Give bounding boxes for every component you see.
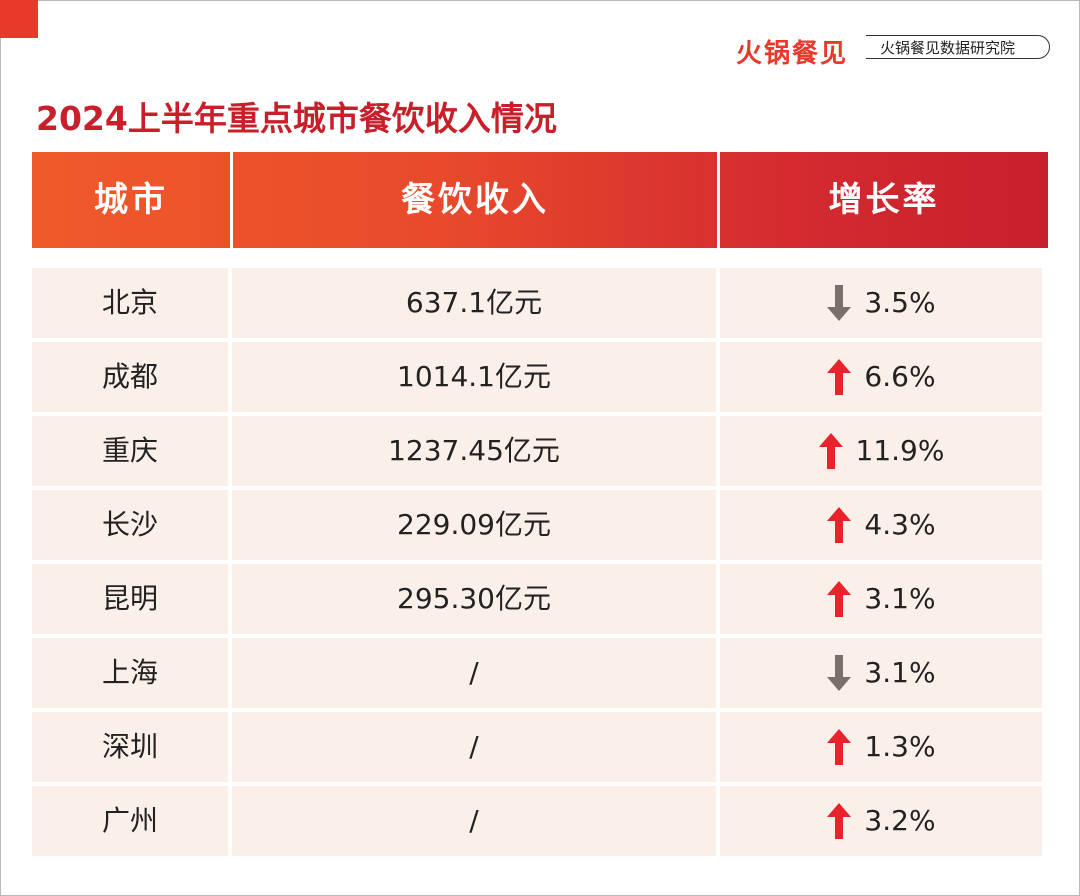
growth-rate-wrap: 11.9% [818,416,945,486]
city-cell: 长沙 [32,490,228,560]
institute-label: 火锅餐见数据研究院 [866,35,1050,59]
arrow-up-icon [818,433,843,469]
revenue-cell: / [232,638,716,708]
growth-rate-cell: 6.6% [720,342,1042,412]
header-revenue: 餐饮收入 [401,180,549,220]
city-cell: 北京 [32,268,228,338]
revenue-cell: / [232,786,716,856]
growth-rate-value: 3.5% [864,286,936,319]
arrow-up-icon [827,507,852,543]
corner-accent [0,0,38,38]
header-divider [717,152,720,248]
growth-rate-cell: 3.5% [720,268,1042,338]
growth-rate-value: 6.6% [864,360,936,393]
city-cell: 成都 [32,342,228,412]
table-row: 重庆 1237.45亿元 11.9% [32,416,1042,486]
growth-rate-value: 3.1% [864,656,936,689]
growth-rate-value: 4.3% [864,508,936,541]
arrow-down-icon [827,285,852,321]
revenue-cell: 1237.45亿元 [232,416,716,486]
growth-rate-cell: 3.2% [720,786,1042,856]
growth-rate-wrap: 3.5% [826,268,936,338]
revenue-cell: / [232,712,716,782]
growth-rate-value: 1.3% [864,730,936,763]
table-row: 昆明 295.30亿元 3.1% [32,564,1042,634]
revenue-cell: 229.09亿元 [232,490,716,560]
page-title: 2024上半年重点城市餐饮收入情况 [36,99,557,138]
growth-rate-wrap: 6.6% [826,342,936,412]
city-cell: 重庆 [32,416,228,486]
arrow-down-icon [827,655,852,691]
revenue-cell: 637.1亿元 [232,268,716,338]
header-city: 城市 [94,180,168,220]
arrow-up-icon [827,803,852,839]
city-cell: 上海 [32,638,228,708]
growth-rate-value: 3.2% [864,804,936,837]
header-growth-rate: 增长率 [828,180,940,220]
growth-rate-cell: 3.1% [720,638,1042,708]
growth-rate-cell: 3.1% [720,564,1042,634]
growth-rate-wrap: 4.3% [826,490,936,560]
arrow-up-icon [827,359,852,395]
revenue-cell: 295.30亿元 [232,564,716,634]
growth-rate-value: 3.1% [864,582,936,615]
arrow-up-icon [827,581,852,617]
growth-rate-wrap: 3.1% [826,638,936,708]
arrow-up-icon [827,729,852,765]
header-divider [230,152,233,248]
city-cell: 昆明 [32,564,228,634]
growth-rate-wrap: 3.1% [826,564,936,634]
growth-rate-cell: 11.9% [720,416,1042,486]
table-row: 深圳/ 1.3% [32,712,1042,782]
brand-logo-text: 火锅餐见 [736,39,849,69]
table-row: 广州/ 3.2% [32,786,1042,856]
growth-rate-cell: 1.3% [720,712,1042,782]
table-row: 北京 637.1亿元 3.5% [32,268,1042,338]
table-header: 城市 餐饮收入 增长率 [32,152,1048,248]
growth-rate-wrap: 3.2% [826,786,936,856]
revenue-cell: 1014.1亿元 [232,342,716,412]
growth-rate-wrap: 1.3% [826,712,936,782]
city-cell: 深圳 [32,712,228,782]
city-cell: 广州 [32,786,228,856]
table-row: 上海/ 3.1% [32,638,1042,708]
table-row: 成都 1014.1亿元 6.6% [32,342,1042,412]
table-row: 长沙 229.09亿元 4.3% [32,490,1042,560]
growth-rate-cell: 4.3% [720,490,1042,560]
growth-rate-value: 11.9% [855,434,945,467]
